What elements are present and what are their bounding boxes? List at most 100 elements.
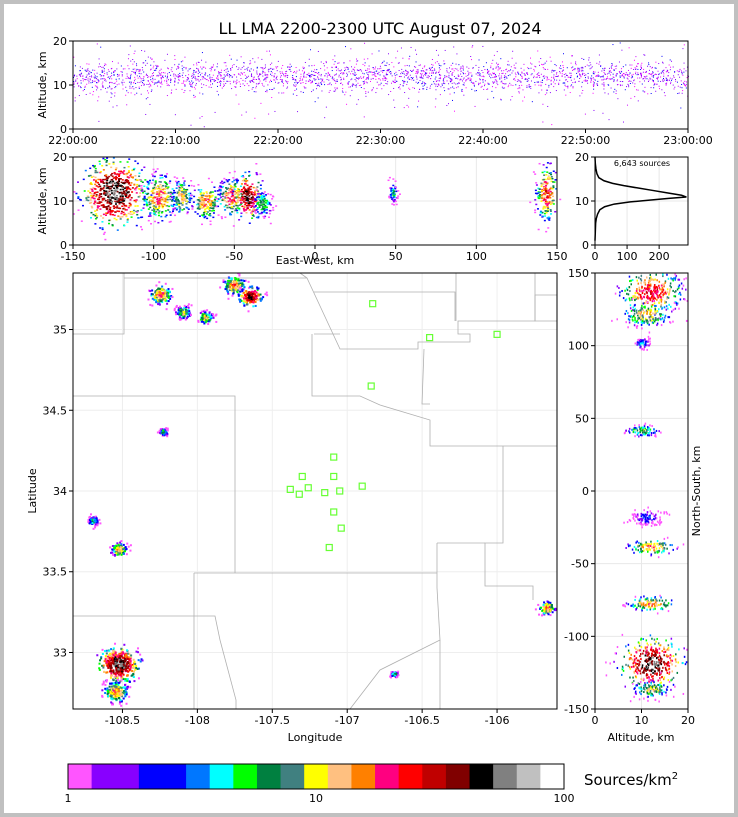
- time-height-source-point: [581, 92, 583, 94]
- time-height-source-point: [650, 87, 652, 89]
- time-height-source-point: [623, 77, 625, 79]
- east-west-density-cell: [225, 179, 228, 181]
- time-height-source-point: [481, 75, 483, 77]
- time-height-source-point: [507, 86, 509, 88]
- east-west-density-cell: [204, 210, 207, 213]
- east-west-density-cell: [206, 211, 209, 213]
- time-height-source-point: [222, 77, 224, 79]
- plan-view-density-cell: [139, 660, 142, 663]
- time-height-source-point: [461, 90, 463, 92]
- time-height-source-point: [639, 77, 641, 79]
- time-height-source-point: [75, 79, 77, 81]
- time-height-source-point: [223, 74, 225, 76]
- time-height-source-point: [330, 75, 332, 77]
- time-height-source-point: [312, 89, 314, 91]
- east-west-density-cell: [185, 193, 188, 196]
- east-west-density-cell: [547, 218, 550, 220]
- time-height-source-point: [281, 79, 283, 81]
- time-height-source-point: [378, 84, 380, 86]
- time-height-source-point: [201, 87, 203, 89]
- east-west-density-cell: [94, 170, 97, 172]
- plan-view-density-cell: [124, 663, 127, 666]
- time-height-source-point: [97, 79, 99, 81]
- east-west-density-cell: [175, 197, 178, 199]
- time-height-source-point: [278, 82, 280, 84]
- east-west-density-cell: [119, 195, 122, 197]
- east-west-density-cell: [252, 186, 255, 189]
- time-height-source-point: [683, 44, 685, 46]
- time-height-source-point: [226, 74, 228, 76]
- time-height-source-point: [122, 84, 124, 86]
- time-height-source-point: [539, 76, 541, 78]
- east-west-density-cell: [240, 183, 243, 185]
- time-height-source-point: [579, 74, 581, 76]
- east-west-density-cell: [218, 189, 221, 192]
- east-west-density-cell: [178, 192, 181, 195]
- time-height-source-point: [120, 65, 122, 67]
- east-west-density-cell: [121, 171, 124, 173]
- time-height-source-point: [423, 88, 425, 90]
- time-height-source-point: [366, 72, 368, 74]
- plan-view-density-cell: [124, 665, 127, 668]
- east-west-density-cell: [232, 187, 235, 189]
- east-west-density-cell: [231, 202, 234, 204]
- east-west-density-cell: [110, 174, 113, 176]
- east-west-density-cell: [184, 189, 187, 191]
- east-west-density-cell: [392, 192, 395, 194]
- time-height-source-point: [647, 93, 649, 95]
- time-height-source-point: [267, 76, 269, 78]
- time-height-source-point: [220, 75, 222, 77]
- east-west-density-cell: [118, 199, 121, 202]
- time-height-source-point: [403, 71, 405, 73]
- time-height-source-point: [182, 60, 184, 62]
- time-height-source-point: [410, 77, 412, 79]
- time-height-source-point: [293, 72, 295, 74]
- time-height-source-point: [82, 78, 84, 80]
- time-height-source-point: [504, 87, 506, 89]
- east-west-density-cell: [544, 193, 547, 196]
- time-height-source-point: [663, 75, 665, 77]
- time-height-source-point: [264, 67, 266, 69]
- time-height-source-point: [561, 73, 563, 75]
- east-west-density-cell: [157, 221, 160, 224]
- time-height-source-point: [356, 84, 358, 86]
- time-height-source-point: [299, 77, 301, 79]
- time-height-source-point: [182, 77, 184, 79]
- time-height-source-point: [183, 91, 185, 93]
- time-height-source-point: [501, 70, 503, 72]
- east-west-density-cell: [392, 204, 395, 206]
- east-west-density-cell: [171, 193, 174, 196]
- east-west-density-cell: [245, 190, 248, 193]
- east-west-density-cell: [116, 229, 119, 231]
- time-height-source-point: [590, 64, 592, 66]
- east-west-density-cell: [197, 184, 200, 186]
- east-west-density-cell: [171, 198, 174, 201]
- east-west-density-cell: [546, 195, 549, 197]
- east-west-density-cell: [154, 186, 157, 189]
- east-west-density-cell: [101, 221, 104, 223]
- time-height-source-point: [592, 81, 594, 83]
- time-height-source-point: [636, 74, 638, 76]
- time-height-source-point: [281, 79, 283, 81]
- time-height-source-point: [561, 75, 563, 77]
- east-west-density-cell: [98, 160, 101, 163]
- time-height-source-point: [451, 79, 453, 81]
- east-west-density-cell: [94, 165, 97, 167]
- east-west-density-cell: [547, 178, 550, 180]
- time-height-source-point: [621, 49, 623, 51]
- time-height-source-point: [431, 59, 433, 61]
- east-west-density-cell: [94, 223, 97, 225]
- time-height-source-point: [489, 75, 491, 77]
- time-height-source-point: [183, 66, 185, 68]
- time-height-source-point: [384, 76, 386, 78]
- time-height-source-point: [443, 78, 445, 80]
- time-height-source-point: [600, 76, 602, 78]
- east-west-density-cell: [199, 198, 202, 201]
- time-height-source-point: [103, 70, 105, 72]
- time-height-source-point: [170, 81, 172, 83]
- time-height-source-point: [540, 81, 542, 83]
- east-west-density-cell: [116, 182, 119, 184]
- east-west-density-cell: [543, 198, 546, 200]
- east-west-density-cell: [133, 199, 136, 202]
- east-west-density-cell: [166, 198, 169, 201]
